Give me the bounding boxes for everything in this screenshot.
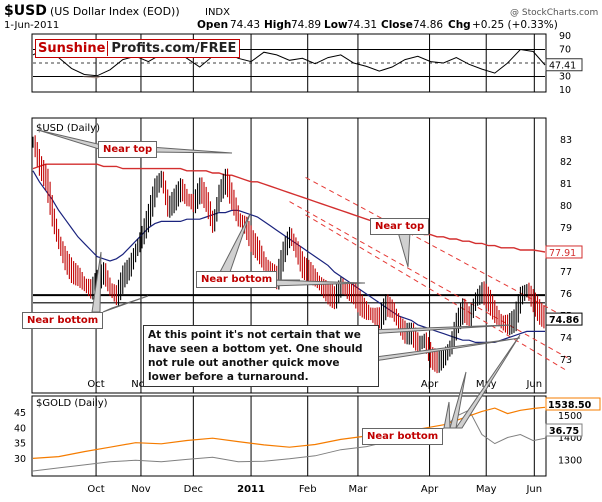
price-last-badge [545,312,583,326]
ma-last-badge [545,245,583,259]
gold-right-tick-label: 1500 [558,411,582,422]
price-tick-label: 73 [560,355,572,366]
price-tick-label: 83 [560,135,572,146]
gold-series-line [32,406,546,459]
price-last-value: 74.86 [549,315,579,326]
trend-channel-line [305,176,568,319]
price-tick-label: 76 [560,289,572,300]
indicator-tick-label: 30 [559,72,571,83]
chg-label: Chg [448,19,471,31]
x-tick-label: 2011 [237,484,265,495]
indicator-tick-label: 10 [559,85,571,96]
gold-last-value: 1538.50 [548,400,592,411]
indicator-line [32,47,546,77]
trend-channel-line [289,201,568,359]
brand-part2: Profits.com/FREE [107,41,240,56]
gold-last-badge [545,397,601,411]
gold-panel-title: $GOLD (Daily) [36,398,108,409]
x-tick-label: Apr [421,484,439,495]
callout-near-top-1: Near top [98,141,158,158]
annotation-arrows [37,129,521,429]
x-tick-label: Jun [525,379,542,390]
gold-layer [32,406,546,472]
high-value: 74.89 [291,19,321,31]
price-layer [32,135,568,374]
indicator-tick-label: 90 [559,31,571,42]
chg-value: +0.25 (+0.33%) [472,19,558,31]
low-value: 74.31 [347,19,377,31]
arrow-near-bottom-3c [443,401,451,429]
x-tick-label: Apr [421,379,439,390]
analysis-note: At this point it's not certain that we h… [143,325,379,387]
gold-left-tick-label: 30 [14,454,26,465]
gold-right-tick-label: 1400 [558,433,582,444]
open-value: 74.43 [230,19,260,31]
x-tick-label: Feb [299,484,317,495]
high-label: High [264,19,291,31]
x-tick-label: Nov [131,484,151,495]
gold-panel [31,395,547,477]
ratio-last-value: 36.75 [549,426,579,437]
header-brand-right: @ StockCharts.com [510,8,598,18]
x-tick-label: Mar [349,484,369,495]
low-label: Low [324,19,348,31]
arrow-near-bottom-3 [449,371,467,429]
price-tick-label: 77 [560,267,572,278]
brand-logo: Sunshine Profits.com/FREE [35,39,241,58]
close-label: Close [381,19,413,31]
close-value: 74.86 [413,19,443,31]
callout-near-bottom-1: Near bottom [22,312,104,329]
indicator-last-value: 47.41 [549,61,576,72]
indicator-last-badge [545,58,583,72]
price-tick-label: 74 [560,333,572,344]
price-tick-label: 81 [560,179,572,190]
open-label: Open [197,19,228,31]
price-tick-label: 79 [560,223,572,234]
ratio-series-line [32,409,546,472]
gold-right-tick-label: 1300 [558,456,582,467]
price-panel-title: $USD (Daily) [36,123,100,134]
x-tick-label: Dec [184,484,203,495]
indicator-layer [32,47,546,79]
ratio-last-badge [545,423,583,437]
arrow-near-bottom-3b [455,334,521,429]
callout-near-bottom-2: Near bottom [196,271,278,288]
header-name: (US Dollar Index (EOD)) [50,5,180,18]
price-tick-label: 80 [560,201,572,212]
ma-last-value: 77.91 [549,248,576,259]
callout-near-bottom-3: Near bottom [362,428,444,445]
gold-left-tick-label: 35 [14,439,26,450]
gold-left-tick-label: 40 [14,423,26,434]
x-tick-label: Nov [131,379,151,390]
trend-channel-line [305,214,568,372]
header-symbol: $USD [4,3,47,19]
arrow-near-bottom-1b [102,295,149,313]
x-tick-label: Jun [525,484,542,495]
price-tick-label: 82 [560,157,572,168]
indicator-oversold-shade [75,76,119,79]
brand-part1: Sunshine [36,41,108,56]
header-exchange: INDX [205,7,230,18]
indicator-tick-label: 70 [559,45,571,56]
callout-near-top-2: Near top [370,218,430,235]
long-moving-average [32,163,546,253]
header-date: 1-Jun-2011 [4,20,59,31]
gold-left-tick-label: 45 [14,408,26,419]
x-tick-label: Oct [87,484,104,495]
x-tick-label: May [476,484,497,495]
x-tick-label: Oct [87,379,104,390]
